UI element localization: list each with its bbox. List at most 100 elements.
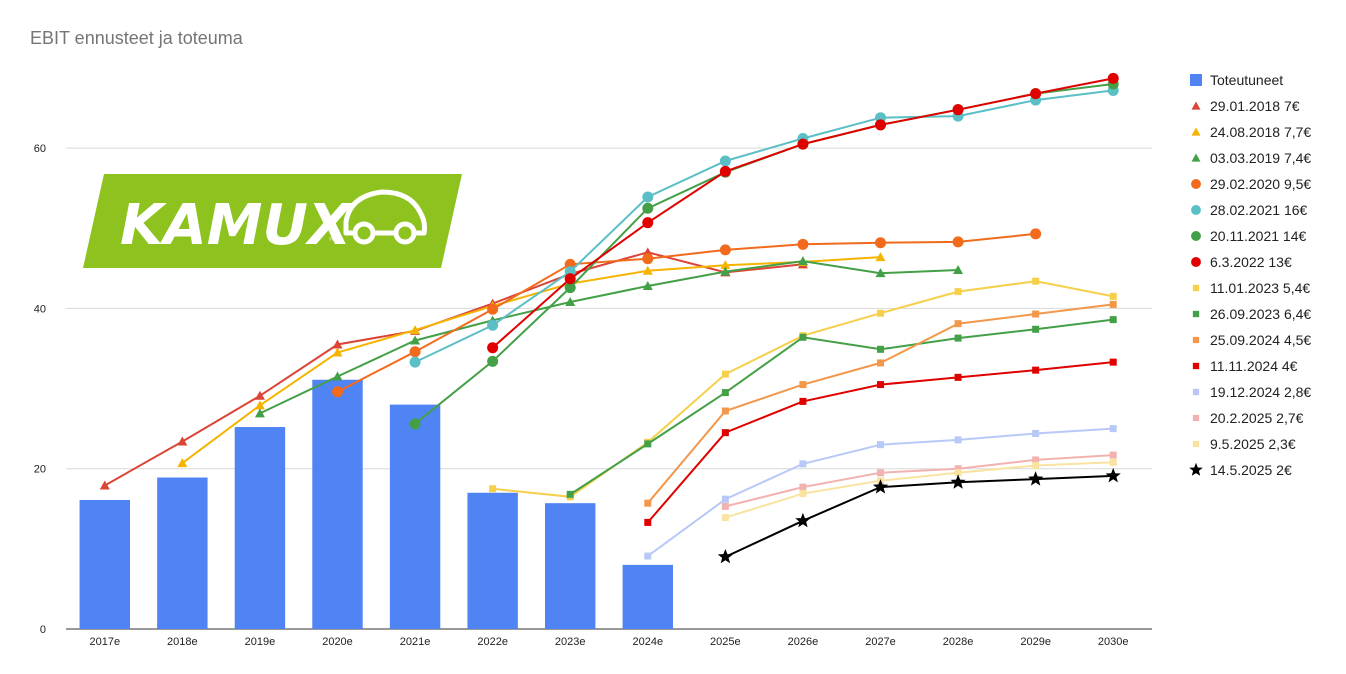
legend-swatch	[1191, 231, 1201, 241]
data-point	[799, 381, 807, 389]
legend-item: 29.01.2018 7€	[1191, 98, 1300, 114]
legend-swatch	[1192, 336, 1200, 344]
legend: Toteutuneet 29.01.2018 7€ 24.08.2018 7,7€ 0…	[1189, 72, 1311, 478]
series	[644, 425, 1117, 560]
series-line	[491, 77, 1114, 349]
data-point	[644, 552, 652, 560]
data-point	[719, 244, 731, 256]
series	[644, 300, 1117, 507]
data-point	[954, 334, 962, 342]
data-point	[254, 400, 265, 410]
series	[332, 228, 1042, 398]
data-point	[99, 480, 110, 490]
data-point	[332, 371, 343, 381]
x-tick-label: 2022e	[477, 636, 508, 648]
series-line	[725, 454, 1114, 508]
legend-item: 25.09.2024 4,5€	[1192, 332, 1311, 348]
legend-label: 20.11.2021 14€	[1210, 228, 1306, 244]
legend-swatch	[1189, 462, 1203, 476]
bar	[467, 492, 518, 629]
legend-item: 28.02.2021 16€	[1191, 202, 1308, 218]
x-tick-label: 2024e	[632, 636, 663, 648]
series-lines	[99, 72, 1121, 564]
data-point	[1032, 456, 1040, 464]
data-point	[566, 490, 574, 498]
data-point	[644, 499, 652, 507]
data-point	[1109, 358, 1117, 366]
y-tick-label: 0	[40, 624, 46, 636]
x-tick-label: 2023e	[555, 636, 586, 648]
data-point	[721, 429, 729, 437]
series	[717, 467, 1121, 564]
data-point	[875, 119, 886, 131]
data-point	[642, 202, 654, 214]
series	[254, 256, 964, 418]
logo-trademark: ™	[328, 236, 336, 245]
y-tick-label: 20	[34, 464, 46, 476]
logo-text: KAMUX	[120, 193, 354, 258]
data-point	[642, 280, 653, 290]
legend-item: 11.11.2024 4€	[1192, 358, 1298, 374]
data-point	[642, 191, 654, 203]
series-line	[104, 251, 804, 487]
data-point	[877, 469, 884, 477]
x-tick-label: 2026e	[788, 636, 819, 648]
data-point	[797, 256, 808, 266]
legend-label: 29.02.2020 9,5€	[1210, 176, 1311, 192]
legend-swatch	[1191, 127, 1201, 136]
data-point	[1107, 72, 1119, 84]
series	[644, 358, 1117, 526]
data-point	[797, 238, 809, 250]
legend-label: 19.12.2024 2,8€	[1210, 384, 1311, 400]
series-line	[414, 89, 1114, 364]
data-point	[1032, 462, 1040, 470]
x-tick-label: 2017e	[89, 636, 120, 648]
series-line	[181, 256, 881, 464]
data-point	[1109, 316, 1117, 324]
data-point	[799, 490, 807, 498]
data-point	[565, 297, 576, 307]
legend-label: 03.03.2019 7,4€	[1210, 150, 1311, 166]
data-point	[875, 237, 886, 249]
data-point	[1032, 366, 1040, 374]
legend-item: 20.2.2025 2,7€	[1192, 410, 1304, 426]
legend-item: 29.02.2020 9,5€	[1191, 176, 1311, 192]
data-point	[332, 339, 343, 349]
series	[409, 78, 1119, 430]
series	[99, 247, 808, 490]
data-point	[489, 485, 497, 493]
x-tick-label: 2018e	[167, 636, 198, 648]
series	[487, 72, 1119, 354]
data-point	[954, 465, 962, 473]
bar	[79, 499, 130, 629]
series-line	[724, 474, 1114, 558]
data-point	[254, 408, 265, 418]
data-point	[409, 346, 421, 358]
legend-swatch	[1192, 388, 1200, 396]
data-point	[1032, 277, 1040, 285]
data-point	[1032, 429, 1040, 437]
legend-item: Toteutuneet	[1190, 72, 1283, 88]
data-point	[875, 268, 886, 278]
x-tick-label: 2019e	[245, 636, 276, 648]
series-line	[725, 461, 1114, 519]
legend-swatch	[1191, 257, 1201, 267]
legend-label: Toteutuneet	[1210, 72, 1283, 88]
series	[721, 458, 1117, 522]
data-point	[950, 474, 966, 489]
legend-swatch	[1192, 414, 1200, 422]
data-point	[954, 436, 962, 444]
data-point	[721, 495, 729, 503]
data-point	[872, 479, 889, 494]
bar	[234, 427, 286, 629]
legend-swatch	[1191, 101, 1201, 110]
data-point	[410, 325, 421, 335]
data-point	[642, 253, 654, 265]
data-point	[877, 309, 884, 317]
legend-label: 14.5.2025 2€	[1210, 462, 1292, 478]
data-point	[644, 518, 652, 526]
data-point	[409, 356, 421, 368]
data-point	[721, 502, 729, 510]
x-tick-label: 2021e	[400, 636, 431, 648]
series	[721, 451, 1117, 510]
